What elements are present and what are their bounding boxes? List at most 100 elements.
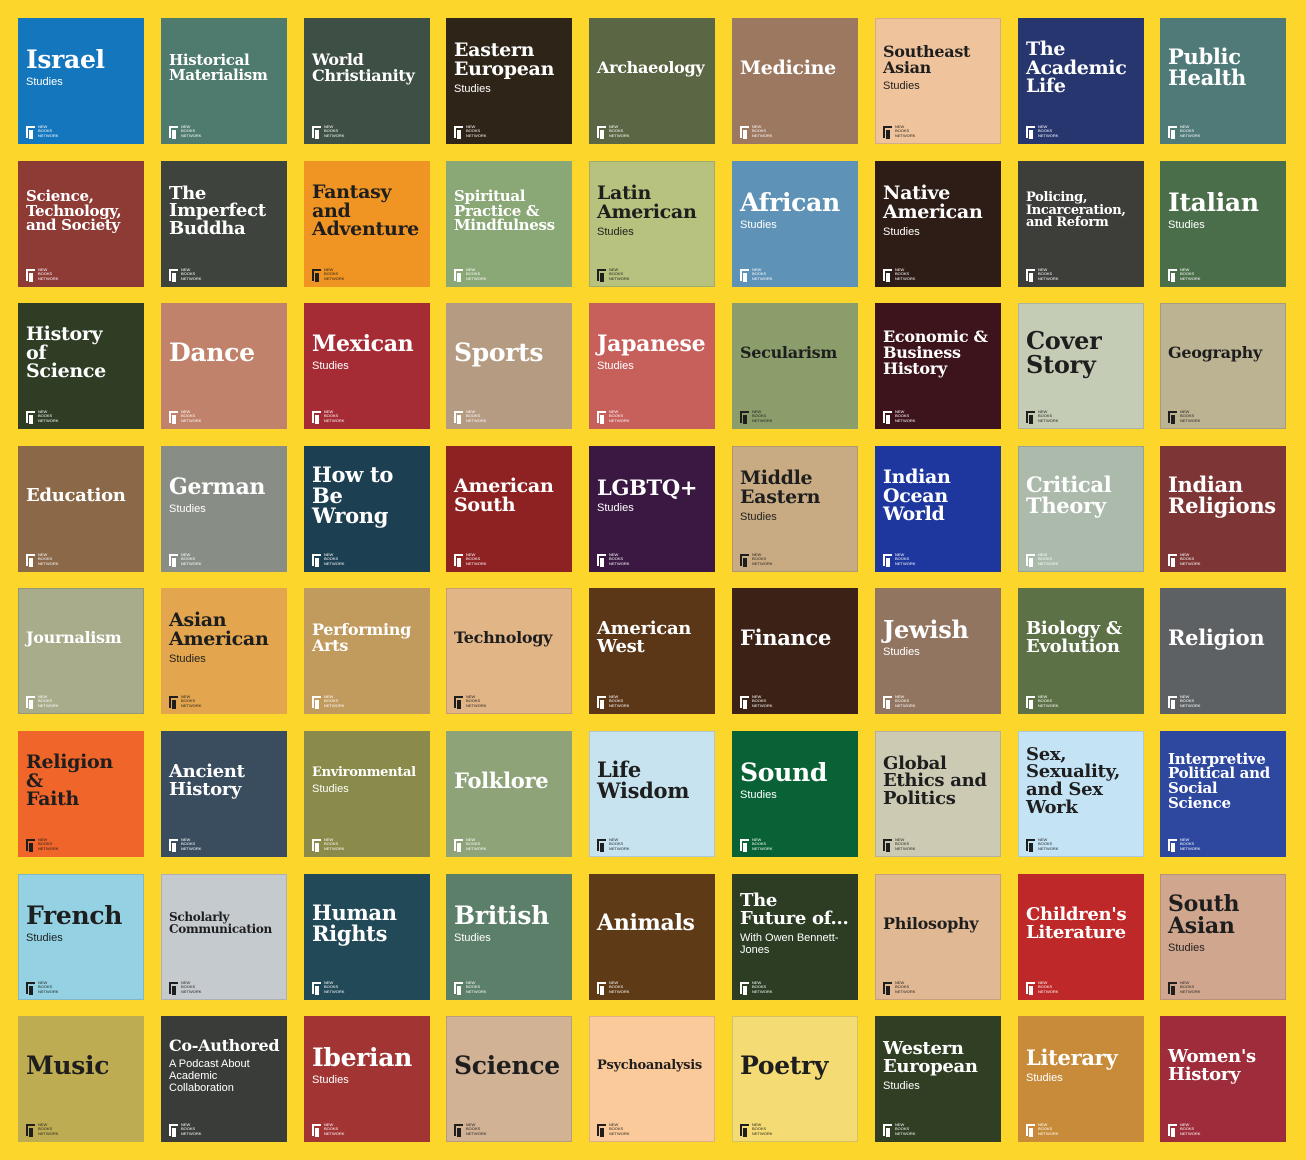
podcast-tile[interactable]: Sports New Books Network — [446, 303, 572, 429]
book-icon — [169, 554, 178, 567]
podcast-tile[interactable]: Education New Books Network — [18, 446, 144, 572]
podcast-tile[interactable]: Fantasy and Adventure New Books Network — [304, 161, 430, 287]
tile-text: Life Wisdom — [597, 731, 709, 831]
podcast-tile[interactable]: Poetry New Books Network — [732, 1016, 858, 1142]
podcast-tile[interactable]: History of Science New Books Network — [18, 303, 144, 429]
podcast-tile[interactable]: Secularism New Books Network — [732, 303, 858, 429]
podcast-tile[interactable]: Science New Books Network — [446, 1016, 572, 1142]
podcast-tile[interactable]: The Imperfect Buddha New Books Network — [161, 161, 287, 287]
podcast-tile[interactable]: Sex, Sexuality, and Sex Work New Books Netw… — [1018, 731, 1144, 857]
podcast-tile[interactable]: Latin American Studies New Books Network — [589, 161, 715, 287]
tile-text: Finance — [740, 588, 852, 688]
podcast-tile[interactable]: Co-Authored A Podcast About Academic Coll… — [161, 1016, 287, 1142]
podcast-tile[interactable]: Native American Studies New Books Network — [875, 161, 1001, 287]
network-logo: New Books Network — [883, 980, 915, 995]
podcast-tile[interactable]: Science, Technology, and Society New Books… — [18, 161, 144, 287]
podcast-tile[interactable]: Interpretive Political and Social Scienc… — [1160, 731, 1286, 857]
podcast-tile[interactable]: The Future of... With Owen Bennett- Jones… — [732, 874, 858, 1000]
podcast-tile[interactable]: Literary Studies New Books Network — [1018, 1016, 1144, 1142]
tile-text: Scholarly Communication — [169, 874, 281, 974]
tile-subtitle: Studies — [1168, 941, 1205, 954]
podcast-tile[interactable]: Global Ethics and Politics New Books Networ… — [875, 731, 1001, 857]
podcast-tile[interactable]: British Studies New Books Network — [446, 874, 572, 1000]
podcast-tile[interactable]: French Studies New Books Network — [18, 874, 144, 1000]
podcast-tile[interactable]: Philosophy New Books Network — [875, 874, 1001, 1000]
podcast-tile[interactable]: Religion & Faith New Books Network — [18, 731, 144, 857]
podcast-tile[interactable]: Critical Theory New Books Network — [1018, 446, 1144, 572]
podcast-tile[interactable]: Biology & Evolution New Books Network — [1018, 588, 1144, 714]
podcast-tile[interactable]: Historical Materialism New Books Network — [161, 18, 287, 144]
podcast-tile[interactable]: Mexican Studies New Books Network — [304, 303, 430, 429]
podcast-tile[interactable]: How to Be Wrong New Books Network — [304, 446, 430, 572]
network-logo-text: New Books Network — [1180, 837, 1200, 852]
network-logo-line: Books — [1038, 556, 1053, 561]
network-logo-line: New — [1038, 123, 1048, 129]
podcast-tile[interactable]: African Studies New Books Network — [732, 161, 858, 287]
network-logo-line: Books — [1038, 984, 1053, 989]
podcast-tile[interactable]: Middle Eastern Studies New Books Network — [732, 446, 858, 572]
podcast-tile[interactable]: Human Rights New Books Network — [304, 874, 430, 1000]
podcast-tile[interactable]: Dance New Books Network — [161, 303, 287, 429]
podcast-tile[interactable]: Cover Story New Books Network — [1018, 303, 1144, 429]
network-logo-line: Network — [895, 702, 916, 708]
podcast-tile[interactable]: The Academic Life New Books Network — [1018, 18, 1144, 144]
network-logo-line: Books — [752, 841, 767, 846]
podcast-tile[interactable]: Policing, Incarceration, and Reform New Bo… — [1018, 161, 1144, 287]
tile-text: Mexican Studies — [312, 303, 424, 403]
network-logo-line: Books — [466, 984, 481, 989]
tile-title: Music — [26, 1050, 110, 1080]
podcast-tile[interactable]: Japanese Studies New Books Network — [589, 303, 715, 429]
network-logo-text: New Books Network — [466, 124, 486, 139]
podcast-tile[interactable]: Journalism New Books Network — [18, 588, 144, 714]
podcast-tile[interactable]: Spiritual Practice & Mindfulness New Books… — [446, 161, 572, 287]
podcast-tile[interactable]: LGBTQ+ Studies New Books Network — [589, 446, 715, 572]
network-logo-text: New Books Network — [752, 837, 772, 852]
podcast-tile[interactable]: Iberian Studies New Books Network — [304, 1016, 430, 1142]
podcast-tile[interactable]: Life Wisdom New Books Network — [589, 731, 715, 857]
network-logo: New Books Network — [883, 694, 916, 709]
network-logo-line: New — [1038, 266, 1048, 272]
podcast-tile[interactable]: Geography New Books Network — [1160, 303, 1286, 429]
podcast-tile[interactable]: Psychoanalysis New Books Network — [589, 1016, 715, 1142]
podcast-tile[interactable]: Environmental Studies New Books Network — [304, 731, 430, 857]
podcast-tile[interactable]: South Asian Studies New Books Network — [1160, 874, 1286, 1000]
podcast-tile[interactable]: Scholarly Communication New Books Network — [161, 874, 287, 1000]
network-logo-text: New Books Network — [1180, 694, 1200, 709]
podcast-tile[interactable]: German Studies New Books Network — [161, 446, 287, 572]
podcast-tile[interactable]: Folklore New Books Network — [446, 731, 572, 857]
podcast-tile[interactable]: Economic & Business History New Books Netwo… — [875, 303, 1001, 429]
network-logo-line: New — [1180, 551, 1190, 557]
network-logo-line: Network — [1038, 417, 1059, 423]
podcast-tile[interactable]: Archaeology New Books Network — [589, 18, 715, 144]
network-logo-line: Network — [324, 1130, 345, 1136]
podcast-tile[interactable]: American West New Books Network — [589, 588, 715, 714]
podcast-tile[interactable]: World Christianity New Books Network — [304, 18, 430, 144]
podcast-tile[interactable]: Performing Arts New Books Network — [304, 588, 430, 714]
podcast-tile[interactable]: Indian Ocean World New Books Network — [875, 446, 1001, 572]
podcast-tile[interactable]: Southeast Asian Studies New Books Network — [875, 18, 1001, 144]
podcast-tile[interactable]: American South New Books Network — [446, 446, 572, 572]
podcast-tile[interactable]: Medicine New Books Network — [732, 18, 858, 144]
podcast-tile[interactable]: Music New Books Network — [18, 1016, 144, 1142]
podcast-tile[interactable]: Western European Studies New Books Network — [875, 1016, 1001, 1142]
podcast-tile[interactable]: Jewish Studies New Books Network — [875, 588, 1001, 714]
podcast-tile[interactable]: Women's History New Books Network — [1160, 1016, 1286, 1142]
network-logo: New Books Network — [597, 980, 629, 995]
podcast-tile[interactable]: Asian American Studies New Books Network — [161, 588, 287, 714]
podcast-tile[interactable]: Religion New Books Network — [1160, 588, 1286, 714]
podcast-tile[interactable]: Italian Studies New Books Network — [1160, 161, 1286, 287]
podcast-tile[interactable]: Indian Religions New Books Network — [1160, 446, 1286, 572]
podcast-tile[interactable]: Israel Studies New Books Network — [18, 18, 144, 144]
podcast-tile[interactable]: Public Health New Books Network — [1160, 18, 1286, 144]
tile-title: Poetry — [740, 1050, 829, 1080]
podcast-tile[interactable]: Children's Literature New Books Network — [1018, 874, 1144, 1000]
network-logo-line: Books — [1180, 413, 1195, 418]
podcast-tile[interactable]: Animals New Books Network — [589, 874, 715, 1000]
podcast-tile[interactable]: Ancient History New Books Network — [161, 731, 287, 857]
podcast-tile[interactable]: Eastern European Studies New Books Network — [446, 18, 572, 144]
tile-title: Sex, Sexuality, and Sex Work — [1026, 743, 1120, 818]
podcast-tile[interactable]: Sound Studies New Books Network — [732, 731, 858, 857]
podcast-tile[interactable]: Technology New Books Network — [446, 588, 572, 714]
podcast-tile[interactable]: Finance New Books Network — [732, 588, 858, 714]
network-logo-text: New Books Network — [38, 1122, 58, 1137]
